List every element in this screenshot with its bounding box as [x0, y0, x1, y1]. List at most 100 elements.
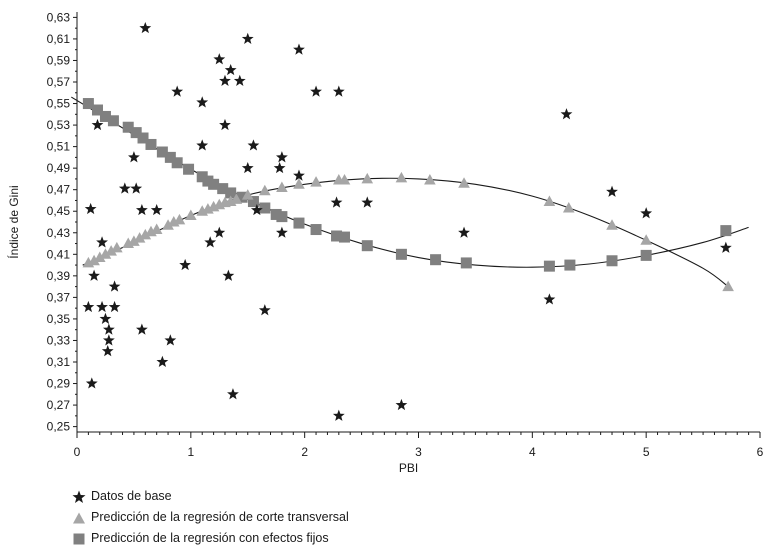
square-point	[259, 203, 270, 214]
x-axis-title: PBI	[399, 461, 418, 475]
star-point	[82, 301, 94, 312]
star-point	[361, 196, 373, 207]
y-tick-label: 0,43	[47, 226, 71, 240]
y-tick-label: 0,37	[47, 290, 71, 304]
legend-label: Predicción de la regresión de corte tran…	[91, 507, 349, 528]
y-tick-label: 0,57	[47, 75, 71, 89]
square-point	[276, 211, 287, 222]
star-point	[606, 186, 618, 197]
legend-item-datos-de-base: Datos de base	[72, 486, 349, 507]
star-point	[130, 182, 142, 193]
star-point	[88, 270, 100, 281]
star-point	[85, 203, 97, 214]
x-tick-label: 6	[757, 445, 764, 459]
star-point	[310, 85, 322, 96]
star-point	[196, 139, 208, 150]
y-tick-label: 0,29	[47, 377, 71, 391]
star-point	[86, 377, 98, 388]
star-point	[561, 108, 573, 119]
square-point	[172, 157, 183, 168]
star-point	[196, 96, 208, 107]
chart: 0,630,610,590,570,550,530,510,490,470,45…	[0, 0, 768, 480]
square-point	[293, 218, 304, 229]
triangle-point	[293, 178, 305, 189]
square-point	[183, 164, 194, 175]
x-tick-label: 2	[301, 445, 308, 459]
legend-label: Predicción de la regresión con efectos f…	[91, 528, 329, 549]
star-point	[219, 75, 231, 86]
star-point	[720, 242, 732, 253]
legend-label: Datos de base	[91, 486, 172, 507]
x-tick-label: 3	[415, 445, 422, 459]
star-point	[151, 204, 163, 215]
y-tick-label: 0,59	[47, 53, 71, 67]
star-point	[213, 227, 225, 238]
triangle-icon	[72, 511, 86, 525]
y-tick-label: 0,25	[47, 420, 71, 434]
star-point	[139, 22, 151, 33]
y-axis-title: Índice de Gini	[6, 185, 21, 258]
star-point	[204, 236, 216, 247]
star-point	[333, 410, 345, 421]
star-point	[223, 270, 235, 281]
y-tick-label: 0,35	[47, 312, 71, 326]
y-tick-label: 0,39	[47, 269, 71, 283]
star-icon	[72, 490, 86, 504]
star-point	[109, 301, 121, 312]
star-point	[276, 227, 288, 238]
y-tick-label: 0,49	[47, 161, 71, 175]
trend-line-1	[83, 178, 728, 286]
square-point	[430, 254, 441, 265]
y-tick-label: 0,53	[47, 118, 71, 132]
star-point	[333, 85, 345, 96]
y-tick-label: 0,33	[47, 333, 71, 347]
y-tick-label: 0,55	[47, 97, 71, 111]
star-point	[225, 64, 237, 75]
star-point	[248, 139, 260, 150]
x-tick-label: 4	[529, 445, 536, 459]
star-point	[103, 334, 115, 345]
square-point	[544, 261, 555, 272]
star-point	[96, 236, 108, 247]
y-tick-label: 0,61	[47, 32, 71, 46]
y-tick-label: 0,45	[47, 204, 71, 218]
star-point	[242, 162, 254, 173]
y-tick-label: 0,63	[47, 10, 71, 24]
square-point	[145, 139, 156, 150]
star-point	[219, 119, 231, 130]
square-point	[311, 224, 322, 235]
square-point	[720, 225, 731, 236]
star-point	[100, 313, 112, 324]
square-point	[564, 260, 575, 271]
star-point	[102, 345, 114, 356]
triangle-point	[563, 202, 575, 213]
triangle-point	[544, 196, 556, 207]
x-tick-label: 1	[187, 445, 194, 459]
triangle-point	[310, 176, 322, 187]
y-tick-label: 0,41	[47, 247, 71, 261]
square-point	[362, 240, 373, 251]
star-point	[274, 162, 286, 173]
star-point	[119, 182, 131, 193]
star-point	[136, 204, 148, 215]
x-tick-label: 5	[643, 445, 650, 459]
star-point	[234, 75, 246, 86]
square-point	[461, 257, 472, 268]
y-tick-label: 0,47	[47, 183, 71, 197]
square-point	[641, 250, 652, 261]
star-point	[331, 196, 343, 207]
star-point	[227, 388, 239, 399]
star-point	[128, 151, 140, 162]
data-marks	[82, 22, 733, 421]
star-point	[544, 293, 556, 304]
star-point	[109, 280, 121, 291]
star-point	[136, 323, 148, 334]
star-point	[259, 304, 271, 315]
triangle-point	[606, 219, 618, 230]
square-point	[396, 249, 407, 260]
x-tick-label: 0	[74, 445, 81, 459]
star-point	[242, 33, 254, 44]
legend-item-efectos-fijos: Predicción de la regresión con efectos f…	[72, 528, 349, 549]
y-tick-label: 0,27	[47, 398, 71, 412]
triangle-point	[111, 242, 123, 253]
